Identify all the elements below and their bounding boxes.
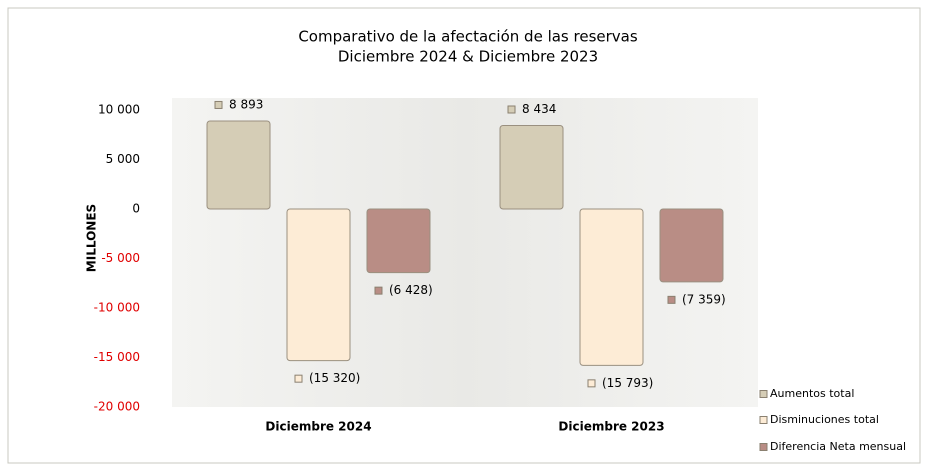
y-tick-label: -15 000 [94,350,140,364]
value-label: 8 893 [229,97,263,111]
value-label-marker [507,105,516,114]
x-tick-label: Diciembre 2023 [558,420,664,434]
bar [579,208,644,366]
y-tick-label: -20 000 [94,400,140,414]
legend-label: Diferencia Neta mensual [770,440,906,453]
value-label-marker [294,374,303,383]
legend-label: Aumentos total [770,387,854,400]
value-label-marker [587,379,596,388]
legend-swatch [759,416,768,424]
bar [286,208,351,362]
value-label: (15 320) [309,371,360,385]
y-tick-label: 10 000 [98,103,140,117]
y-axis-label: MILLONES [85,204,99,272]
y-tick-label: 0 [132,202,140,216]
x-tick-label: Diciembre 2024 [265,420,371,434]
y-tick-label: -10 000 [94,301,140,315]
value-label-marker [214,100,223,109]
y-tick-label: -5 000 [101,251,140,265]
value-label: 8 434 [522,102,556,116]
bar [659,208,724,283]
chart-title: Comparativo de la afectación de las rese… [298,28,638,46]
legend-label: Disminuciones total [770,413,879,426]
value-label-marker [667,295,676,304]
bar [366,208,431,274]
legend-swatch [759,443,768,451]
bar [206,120,271,210]
bar [499,125,564,210]
value-label: (15 793) [602,376,653,390]
value-label: (6 428) [389,283,433,297]
value-label: (7 359) [682,292,726,306]
y-tick-label: 5 000 [106,152,140,166]
chart-subtitle: Diciembre 2024 & Diciembre 2023 [338,48,598,66]
value-label-marker [374,286,383,295]
legend-swatch [759,390,768,398]
